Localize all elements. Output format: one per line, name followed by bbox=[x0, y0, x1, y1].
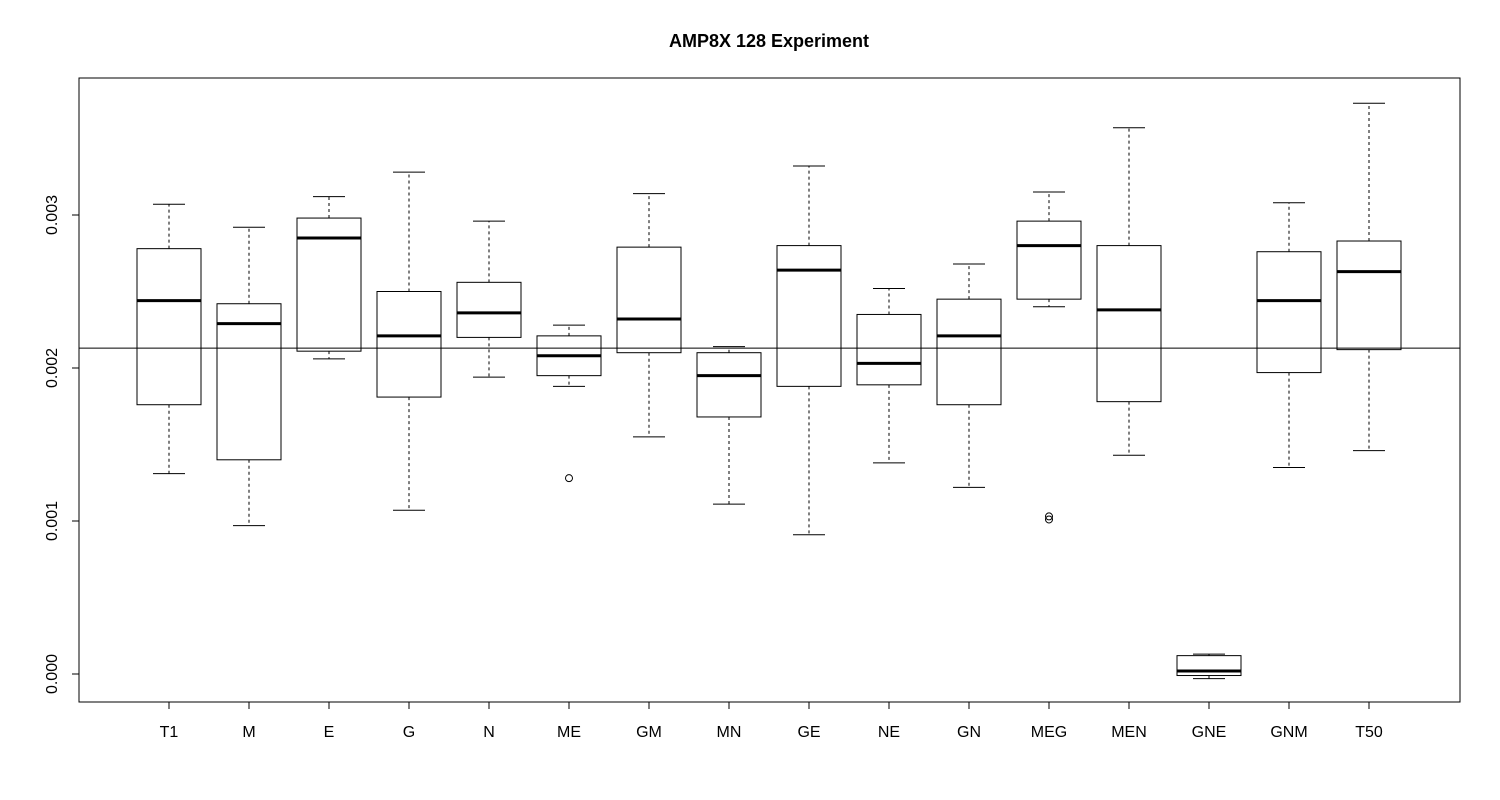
box-gn bbox=[936, 263, 1002, 488]
box-iqr bbox=[456, 281, 522, 338]
box-iqr bbox=[616, 246, 682, 354]
outlier-point bbox=[1045, 515, 1053, 524]
y-tick-label: 0.000 bbox=[44, 654, 61, 694]
box-meg bbox=[1016, 191, 1082, 524]
outlier-point bbox=[1045, 512, 1053, 521]
chart-title: AMP8X 128 Experiment bbox=[669, 31, 869, 51]
box-iqr bbox=[776, 245, 842, 387]
box-iqr bbox=[1096, 245, 1162, 403]
x-tick-label: GNM bbox=[1270, 724, 1307, 741]
outlier-point bbox=[565, 474, 573, 483]
y-tick-label: 0.002 bbox=[44, 348, 61, 388]
box-iqr bbox=[136, 248, 202, 406]
box-iqr bbox=[376, 291, 442, 398]
box-iqr bbox=[1176, 655, 1242, 677]
box-n bbox=[456, 220, 522, 378]
box-iqr bbox=[1336, 240, 1402, 351]
box-gm bbox=[616, 193, 682, 438]
box-ge bbox=[776, 165, 842, 536]
box-gnm bbox=[1256, 202, 1322, 468]
x-tick-label: N bbox=[483, 724, 495, 741]
box-t1 bbox=[136, 203, 202, 475]
box-gne bbox=[1176, 653, 1242, 680]
box-iqr bbox=[1016, 220, 1082, 300]
x-tick-label: GE bbox=[797, 724, 820, 741]
box-iqr bbox=[936, 298, 1002, 406]
box-iqr bbox=[216, 303, 282, 461]
y-tick-label: 0.001 bbox=[44, 501, 61, 541]
box-m bbox=[216, 226, 282, 527]
x-tick-label: G bbox=[403, 724, 415, 741]
box-t50 bbox=[1336, 102, 1402, 452]
x-tick-label: GN bbox=[957, 724, 981, 741]
x-tick-label: E bbox=[324, 724, 335, 741]
x-axis: T1 M E G N ME GM MN GE NE GN MEG MEN GNE GNM T50 bbox=[160, 701, 1383, 741]
box-iqr bbox=[856, 313, 922, 386]
x-tick-label: T50 bbox=[1355, 724, 1383, 741]
boxes-group bbox=[136, 102, 1402, 680]
y-tick-label: 0.003 bbox=[44, 195, 61, 235]
box-e bbox=[296, 196, 362, 360]
plot-frame bbox=[78, 77, 1461, 703]
box-iqr bbox=[1256, 251, 1322, 374]
x-tick-label: T1 bbox=[160, 724, 179, 741]
box-ne bbox=[856, 287, 922, 464]
box-g bbox=[376, 171, 442, 511]
x-tick-label: NE bbox=[878, 724, 900, 741]
box-mn bbox=[696, 346, 762, 505]
box-iqr bbox=[296, 217, 362, 352]
box-me bbox=[536, 324, 602, 483]
x-tick-label: M bbox=[242, 724, 255, 741]
x-tick-label: GNE bbox=[1192, 724, 1227, 741]
box-iqr bbox=[696, 352, 762, 418]
x-tick-label: MEG bbox=[1031, 724, 1067, 741]
box-men bbox=[1096, 127, 1162, 456]
x-tick-label: MN bbox=[717, 724, 742, 741]
x-tick-label: ME bbox=[557, 724, 581, 741]
x-tick-label: MEN bbox=[1111, 724, 1147, 741]
y-axis: 0.000 0.001 0.002 0.003 bbox=[44, 195, 80, 694]
x-tick-label: GM bbox=[636, 724, 662, 741]
